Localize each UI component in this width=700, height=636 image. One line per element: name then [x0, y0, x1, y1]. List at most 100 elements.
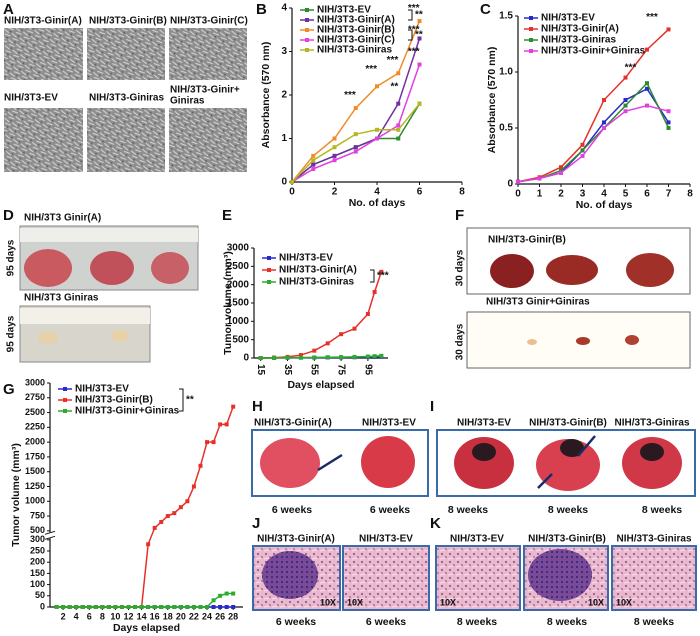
data-point: [602, 120, 606, 125]
x-tick-label: 2: [558, 189, 564, 200]
legend-label: NIH/3T3-Giniras: [279, 277, 354, 288]
caption: 8 weeks: [457, 616, 497, 628]
magnification: 10X: [347, 597, 363, 607]
data-point: [353, 132, 358, 137]
data-point: [559, 165, 563, 170]
caption: 6 weeks: [370, 504, 410, 516]
photo-title: NIH/3T3 Ginir+Giniras: [486, 297, 590, 308]
significance: **: [415, 10, 423, 21]
data-point: [365, 354, 370, 359]
significance: ***: [387, 55, 399, 66]
data-point: [379, 269, 384, 274]
data-point: [211, 440, 216, 445]
data-point: [178, 605, 183, 609]
data-point: [375, 136, 379, 141]
significance: ***: [646, 12, 658, 23]
x-tick-label: 4: [601, 189, 607, 200]
y-tick-label: 500: [30, 525, 45, 535]
data-point: [602, 98, 606, 102]
y-tick-label: 750: [30, 510, 45, 520]
panel-label: H: [252, 398, 263, 415]
data-point: [224, 605, 229, 609]
panel-label: J: [252, 515, 260, 532]
data-point: [332, 153, 337, 158]
data-point: [311, 166, 316, 171]
ruler: [20, 308, 150, 324]
y-tick-label: 3000: [25, 377, 45, 387]
lung: [454, 437, 514, 489]
significance: **: [390, 81, 398, 92]
x-tick-label: 7: [666, 189, 672, 200]
photo-label: NIH/3T3-EV: [359, 534, 413, 545]
x-tick-label: 6: [644, 189, 650, 200]
data-point: [311, 162, 316, 167]
y-tick-label: 50: [35, 590, 45, 600]
data-point: [580, 142, 585, 147]
y-tick-label: 200: [30, 557, 45, 567]
significance: ***: [625, 63, 637, 74]
data-point: [205, 440, 210, 445]
y-tick-label: 250: [30, 545, 45, 555]
data-point: [106, 605, 111, 609]
data-point: [666, 109, 671, 114]
x-tick-label: 4: [74, 611, 79, 621]
legend-label: NIH/3T3-EV: [541, 13, 595, 24]
data-point: [372, 290, 377, 294]
data-point: [231, 404, 236, 409]
data-point: [352, 354, 357, 359]
data-point: [580, 154, 585, 158]
days-label: 95 days: [6, 315, 17, 352]
data-point: [325, 341, 330, 346]
data-point: [231, 605, 236, 609]
data-point: [172, 511, 177, 516]
data-point: [178, 505, 183, 510]
data-point: [113, 605, 118, 609]
legend-bracket: [370, 269, 375, 283]
x-tick-label: 20: [176, 611, 186, 621]
data-point: [623, 103, 628, 108]
y-axis-title: Tumor volume (mm³): [10, 443, 22, 547]
tumor: [626, 253, 674, 287]
x-tick-label: 10: [110, 611, 120, 621]
data-point: [139, 605, 144, 609]
legend-label: NIH/3T3-Ginir+Giniras: [75, 406, 180, 417]
data-point: [54, 605, 59, 609]
ruler: [20, 228, 198, 242]
y-axis-title: Tumor volume (mm³): [222, 251, 234, 355]
legend-bracket: [408, 29, 413, 41]
data-point: [185, 499, 190, 504]
caption: 8 weeks: [634, 616, 674, 628]
x-tick-label: 12: [124, 611, 134, 621]
data-point: [80, 605, 85, 609]
y-tick-label: 2500: [227, 261, 250, 272]
y-tick-label: 3000: [227, 243, 250, 254]
histology: [435, 545, 521, 611]
data-point: [396, 123, 401, 128]
data-point: [396, 127, 401, 132]
panel-label: E: [222, 207, 232, 224]
data-point: [272, 355, 277, 360]
y-axis-title: Absorbance (570 nm): [486, 47, 498, 154]
legend-marker: [529, 49, 533, 53]
data-point: [312, 348, 317, 353]
data-point: [396, 136, 401, 141]
legend-label: NIH/3T3-Giniras: [541, 35, 616, 46]
series-line: [517, 87, 670, 183]
data-point: [645, 103, 649, 108]
data-point: [211, 605, 216, 609]
data-point: [559, 168, 563, 173]
y-tick-label: 0: [281, 177, 287, 188]
arrow: [537, 435, 596, 489]
tumor: [151, 252, 189, 284]
data-point: [332, 158, 337, 163]
micrograph: [87, 108, 165, 172]
legend-marker: [305, 28, 309, 32]
data-point: [417, 19, 422, 24]
caption: 6 weeks: [276, 616, 316, 628]
series-line: [517, 104, 669, 183]
lung: [361, 436, 415, 488]
data-point: [211, 598, 216, 603]
tumor: [90, 251, 134, 285]
x-tick-label: 15: [255, 364, 266, 376]
data-point: [290, 180, 294, 184]
